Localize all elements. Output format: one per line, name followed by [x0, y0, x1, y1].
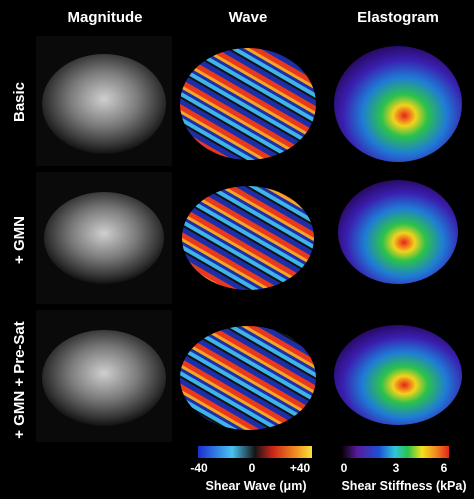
row-label: Basic	[11, 82, 28, 122]
column-header: Magnitude	[68, 9, 143, 26]
column-header: Wave	[229, 9, 268, 26]
magnitude-image	[42, 330, 166, 426]
colorbar	[341, 446, 449, 458]
row-label: + GMN	[11, 216, 28, 264]
wave-image	[182, 186, 314, 290]
colorbar-label: Shear Wave (μm)	[206, 479, 307, 493]
elastogram-image	[334, 46, 462, 162]
colorbar-tick: 3	[393, 461, 400, 475]
colorbar-tick: 0	[249, 461, 256, 475]
row-label: + GMN + Pre-Sat	[11, 321, 28, 439]
elastogram-image	[334, 325, 462, 425]
magnitude-image	[42, 54, 166, 154]
wave-image	[180, 326, 316, 430]
colorbar-tick: 6	[441, 461, 448, 475]
colorbar-tick: +40	[290, 461, 311, 475]
image-grid	[36, 36, 462, 442]
colorbar	[198, 446, 312, 458]
column-header: Elastogram	[357, 9, 439, 26]
wave-image	[180, 48, 316, 160]
elastogram-image	[338, 180, 458, 284]
colorbar-tick: 0	[341, 461, 348, 475]
colorbar-label: Shear Stiffness (kPa)	[341, 479, 466, 493]
colorbar-tick: -40	[190, 461, 208, 475]
magnitude-image	[44, 192, 164, 284]
